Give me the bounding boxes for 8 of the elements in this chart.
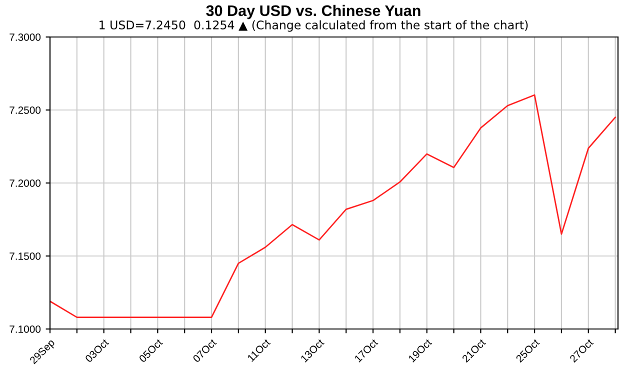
y-tick-label: 7.2000 bbox=[10, 180, 41, 187]
y-tick-label: 7.3000 bbox=[10, 34, 41, 41]
line-series bbox=[50, 94, 616, 318]
chart-title: 30 Day USD vs. Chinese Yuan bbox=[206, 4, 420, 20]
y-tick-label: 7.2500 bbox=[10, 106, 41, 114]
y-tick-label: 7.1500 bbox=[10, 252, 41, 260]
y-tick-label: 7.1000 bbox=[10, 326, 41, 333]
chart-subtitle: 1 USD=7.2450 0.1254 ▲ (Change calculated from the start of the chart) bbox=[100, 20, 528, 32]
